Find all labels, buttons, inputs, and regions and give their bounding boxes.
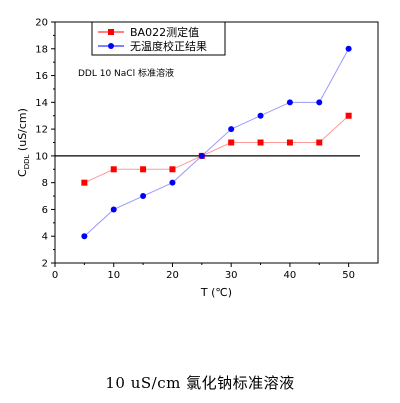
data-point-circle — [198, 152, 205, 159]
data-point-circle — [81, 233, 88, 240]
y-tick-label: 14 — [35, 98, 48, 109]
series-line — [84, 48, 350, 237]
data-point-square — [140, 166, 147, 173]
y-tick-label: 18 — [35, 44, 48, 55]
data-point-square — [169, 166, 176, 173]
legend-marker-square — [108, 29, 114, 35]
data-point-circle — [286, 99, 293, 106]
data-point-square — [286, 139, 293, 146]
data-point-circle — [110, 206, 117, 213]
data-point-square — [228, 139, 235, 146]
y-tick-label: 10 — [35, 151, 48, 162]
x-axis-title: T (℃) — [200, 286, 232, 299]
figure-caption: 10 uS/cm 氯化钠标准溶液 — [105, 374, 295, 392]
series-2 — [81, 45, 352, 240]
data-point-square — [81, 179, 88, 186]
x-tick-label: 0 — [52, 270, 58, 281]
data-point-square — [345, 112, 352, 119]
y-tick-label: 12 — [35, 125, 48, 136]
y-tick-label: 4 — [42, 232, 48, 243]
data-point-square — [257, 139, 264, 146]
legend-box — [91, 21, 226, 56]
x-tick-label: 20 — [166, 270, 179, 281]
y-tick-label: 16 — [35, 71, 48, 82]
legend-label: 无温度校正结果 — [130, 39, 207, 53]
legend-label: BA022测定值 — [130, 25, 199, 39]
data-point-square — [110, 166, 117, 173]
y-tick-label: 8 — [42, 178, 48, 189]
series-layer — [81, 45, 352, 240]
y-axis-title: CDDL (uS/cm) — [16, 108, 31, 177]
data-point-circle — [345, 45, 352, 52]
x-tick-label: 10 — [107, 270, 120, 281]
y-axis-title-main: C — [16, 169, 29, 177]
y-axis-title-subscript: DDL — [23, 154, 31, 169]
y-axis-title-unit: (uS/cm) — [16, 108, 29, 155]
x-tick-label: 50 — [342, 270, 355, 281]
chart-annotation: DDL 10 NaCl 标准溶液 — [78, 67, 174, 79]
data-point-circle — [228, 126, 235, 133]
series-line — [84, 115, 349, 184]
legend-marker-circle — [108, 43, 114, 49]
data-point-circle — [316, 99, 323, 106]
data-point-circle — [140, 193, 147, 200]
data-point-circle — [257, 112, 264, 119]
y-tick-label: 20 — [35, 18, 48, 29]
axes: 0 10 20 30 40 50 2 4 6 8 10 12 14 16 18 20 T (℃) CDDL (uS… — [16, 18, 379, 299]
x-tick-label: 40 — [284, 270, 297, 281]
data-point-square — [316, 139, 323, 146]
y-tick-label: 2 — [42, 259, 48, 270]
y-tick-label: 6 — [42, 205, 48, 216]
x-tick-label: 30 — [225, 270, 238, 281]
data-point-circle — [169, 179, 176, 186]
chart: 0 10 20 30 40 50 2 4 6 8 10 12 14 16 18 20 T (℃) CDDL (uS… — [16, 18, 379, 299]
series-1 — [81, 112, 352, 186]
